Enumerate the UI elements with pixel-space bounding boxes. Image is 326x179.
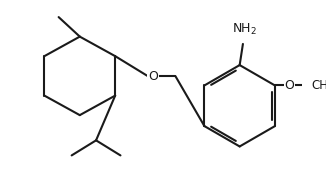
Text: NH$_2$: NH$_2$: [232, 21, 258, 37]
Text: O: O: [285, 79, 294, 92]
Text: CH₃: CH₃: [312, 79, 326, 92]
Text: O: O: [148, 70, 158, 83]
